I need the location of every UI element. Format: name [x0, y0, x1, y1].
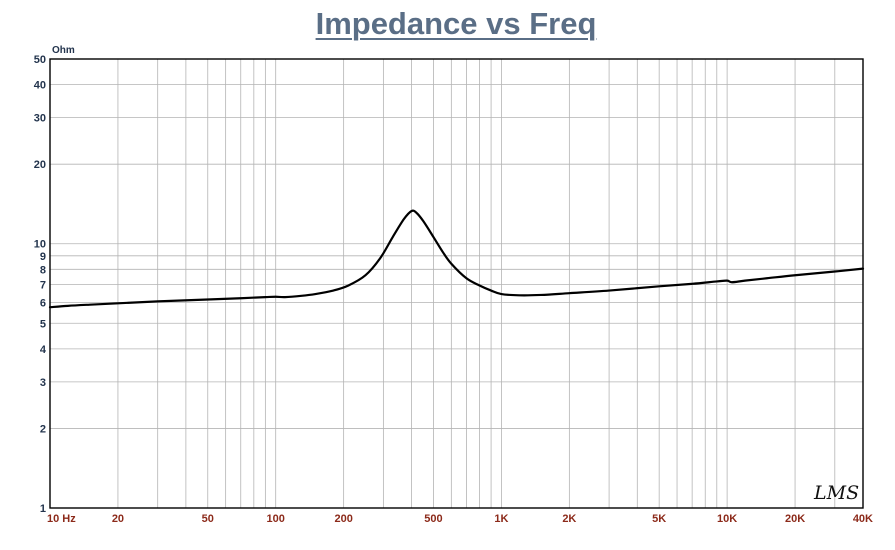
x-tick-label: 5K [652, 513, 666, 525]
x-tick-label: 10K [717, 513, 737, 525]
y-tick-label: 50 [34, 54, 46, 66]
x-tick-label: 40K [853, 513, 873, 525]
y-tick-label: 9 [40, 251, 46, 263]
x-tick-label: 10 Hz [47, 513, 76, 525]
x-tick-label: 500 [424, 513, 442, 525]
y-axis-unit-label: Ohm [52, 45, 75, 56]
y-tick-label: 5 [40, 318, 46, 330]
chart-title: Impedance vs Freq [315, 6, 597, 41]
y-tick-label: 2 [40, 423, 46, 435]
x-tick-label: 100 [267, 513, 285, 525]
y-tick-label: 6 [40, 297, 46, 309]
y-tick-label: 4 [40, 344, 47, 356]
x-tick-labels: 10 Hz 20 50 100 200 500 1K 2K 5K 10K 20K 40K [47, 513, 873, 525]
x-tick-label: 200 [334, 513, 352, 525]
y-tick-label: 10 [34, 239, 46, 251]
lms-watermark-logo: LMS [813, 482, 859, 504]
x-tick-label: 20K [785, 513, 805, 525]
y-tick-label: 7 [40, 280, 46, 292]
y-tick-label: 1 [40, 503, 46, 515]
y-tick-label: 40 [34, 80, 46, 92]
impedance-curve [48, 209, 865, 309]
grid-lines [50, 59, 863, 508]
x-tick-label: 50 [202, 513, 214, 525]
y-tick-label: 20 [34, 159, 46, 171]
plot-frame [49, 58, 864, 509]
x-tick-label: 20 [112, 513, 124, 525]
y-tick-label: 30 [34, 113, 46, 125]
y-tick-label: 3 [40, 377, 46, 389]
y-tick-label: 8 [40, 264, 46, 276]
x-tick-label: 1K [494, 513, 508, 525]
x-tick-label: 2K [562, 513, 576, 525]
